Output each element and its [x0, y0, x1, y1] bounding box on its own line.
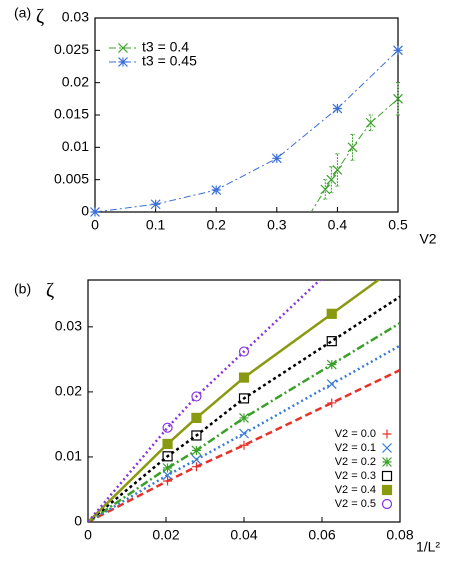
- marker: [239, 428, 249, 439]
- marker: [382, 443, 392, 453]
- marker: [326, 379, 337, 390]
- x-tick-label: 0: [91, 217, 99, 233]
- marker: [326, 359, 337, 370]
- x-tick-label: 0.04: [230, 527, 257, 543]
- x-tick-label: 0.06: [308, 527, 335, 543]
- marker: [162, 438, 173, 450]
- y-axis-label: ζ: [46, 280, 54, 302]
- marker: [393, 45, 403, 56]
- x-tick-label: 0.5: [388, 217, 408, 233]
- y-tick-label: 0.02: [55, 383, 82, 399]
- marker: [163, 476, 173, 486]
- marker: [271, 153, 282, 164]
- panel-label: (a): [14, 5, 31, 21]
- legend-label: t3 = 0.45: [142, 53, 197, 69]
- x-tick-label: 0.3: [267, 217, 287, 233]
- marker: [191, 391, 202, 402]
- y-tick-label: 0: [74, 513, 82, 529]
- y-tick-label: 0.03: [55, 318, 82, 334]
- x-tick-label: 0.08: [386, 527, 413, 543]
- marker: [238, 393, 250, 404]
- plot-frame: [94, 17, 399, 213]
- marker: [162, 422, 173, 433]
- series-line: [95, 49, 398, 212]
- y-tick-label: 0.005: [54, 170, 89, 186]
- marker: [327, 398, 337, 408]
- marker: [191, 412, 202, 424]
- x-tick-label: 0: [84, 527, 92, 543]
- panel-label: (b): [14, 281, 31, 297]
- marker: [365, 117, 376, 128]
- y-tick-label: 0.025: [54, 41, 89, 57]
- series-layer: [88, 280, 400, 522]
- marker: [162, 451, 173, 462]
- marker: [326, 308, 337, 319]
- marker: [239, 440, 249, 450]
- marker: [191, 430, 202, 441]
- marker: [238, 346, 250, 357]
- marker: [191, 445, 202, 456]
- marker: [381, 484, 393, 496]
- marker: [191, 454, 202, 465]
- marker: [162, 463, 173, 473]
- marker: [347, 142, 358, 153]
- marker: [381, 498, 393, 510]
- marker: [393, 93, 403, 104]
- marker: [326, 336, 337, 347]
- y-tick-label: 0.01: [55, 448, 82, 464]
- y-tick-label: 0.015: [54, 106, 89, 122]
- y-axis-label: ζ: [36, 6, 44, 28]
- y-tick-label: 0.03: [62, 9, 89, 25]
- marker: [238, 372, 250, 383]
- marker: [381, 470, 393, 482]
- series-line: [88, 344, 400, 522]
- legend-label: V2 = 0.2: [335, 456, 376, 468]
- marker: [150, 199, 161, 210]
- marker: [191, 462, 201, 472]
- y-tick-label: 0: [81, 203, 89, 219]
- marker: [162, 470, 173, 481]
- marker: [382, 429, 392, 439]
- marker: [332, 165, 343, 175]
- y-tick-label: 0.02: [62, 73, 89, 89]
- marker: [118, 57, 128, 67]
- marker: [382, 457, 392, 467]
- y-tick-label: 0.01: [62, 138, 89, 154]
- legend-label: V2 = 0.0: [335, 428, 376, 440]
- legend-label: V2 = 0.3: [335, 470, 376, 482]
- series-line: [88, 322, 400, 522]
- marker: [118, 43, 128, 53]
- legend-label: V2 = 0.1: [335, 442, 376, 454]
- x-axis-label: V2: [419, 231, 436, 247]
- x-tick-label: 0.1: [146, 217, 166, 233]
- x-tick-label: 0.02: [152, 527, 179, 543]
- marker: [239, 412, 249, 423]
- legend-label: t3 = 0.4: [142, 39, 189, 55]
- marker: [332, 103, 343, 114]
- marker: [90, 207, 100, 217]
- x-axis-label: 1/L²: [416, 539, 440, 555]
- legend-label: V2 = 0.5: [335, 498, 376, 510]
- marker: [326, 174, 337, 185]
- x-tick-label: 0.2: [206, 217, 226, 233]
- series-line: [88, 280, 381, 522]
- marker: [320, 184, 331, 195]
- legend-label: V2 = 0.4: [335, 484, 376, 496]
- series-line: [88, 280, 322, 522]
- marker: [211, 185, 222, 195]
- series-line: [88, 295, 400, 522]
- x-tick-label: 0.4: [328, 217, 348, 233]
- series-line: [88, 368, 400, 522]
